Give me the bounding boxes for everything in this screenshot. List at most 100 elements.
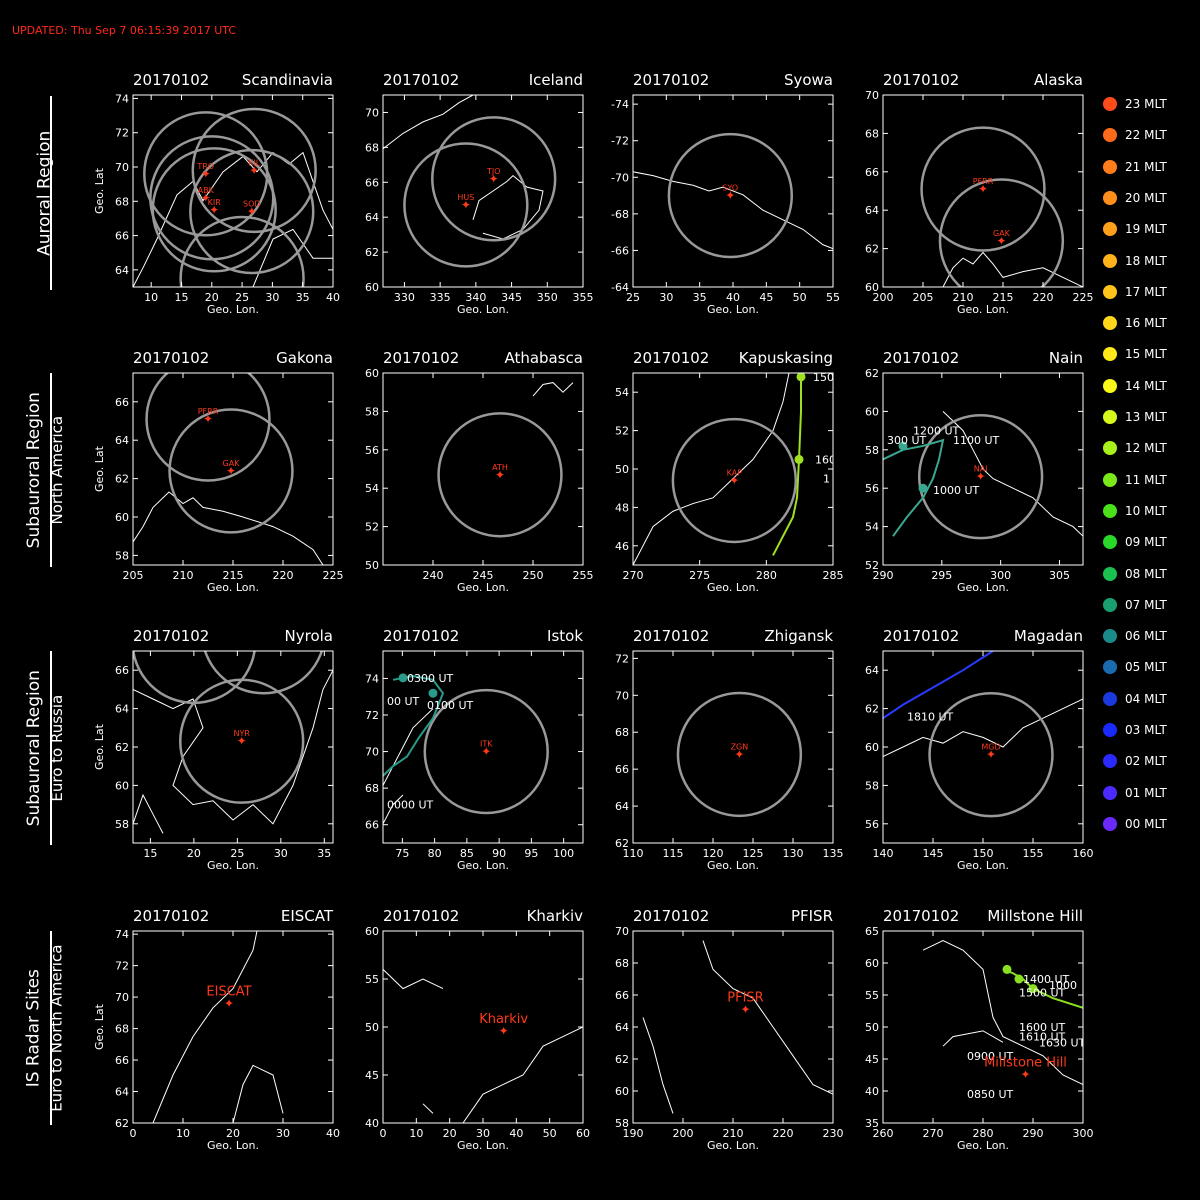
- legend-label: 12 MLT: [1125, 441, 1167, 456]
- station-label: MGD: [981, 743, 1000, 752]
- panel-date: 20170102: [883, 907, 959, 925]
- track-time-label: 0300 UT: [407, 672, 454, 685]
- legend-dot-icon: [1103, 159, 1117, 174]
- legend-label: 00 MLT: [1125, 816, 1167, 831]
- panel-date: 20170102: [383, 907, 459, 925]
- legend-item: 08 MLT: [1098, 564, 1167, 584]
- legend-label: 10 MLT: [1125, 503, 1167, 518]
- oval-track: [772, 373, 802, 556]
- y-tick-label: 45: [365, 1069, 379, 1082]
- station-label: ABK: [198, 186, 215, 195]
- y-tick-label: 66: [115, 230, 129, 243]
- station-marker-icon: ✦: [740, 1002, 750, 1016]
- y-tick-label: 68: [115, 195, 129, 208]
- legend-label: 17 MLT: [1125, 284, 1167, 299]
- y-tick-label: 64: [865, 664, 879, 677]
- y-tick-label: 64: [115, 434, 129, 447]
- x-tick-label: 50: [793, 291, 807, 304]
- coverage-circle: [671, 417, 798, 544]
- panel-date: 20170102: [133, 907, 209, 925]
- legend-dot-icon: [1103, 535, 1117, 550]
- legend-label: 06 MLT: [1125, 629, 1167, 644]
- legend-label: 22 MLT: [1125, 128, 1167, 143]
- y-tick-label: 56: [865, 482, 879, 495]
- panel-title: Iceland: [529, 71, 583, 89]
- coastline: [232, 1064, 284, 1123]
- panel-date: 20170102: [633, 71, 709, 89]
- track-point: [428, 688, 438, 698]
- station-label: PFRR: [973, 177, 994, 186]
- panel-content: ✦PFRR✦GAK: [133, 373, 324, 565]
- panel-date: 20170102: [383, 71, 459, 89]
- legend-item: 13 MLT: [1098, 407, 1167, 427]
- y-tick-label: 60: [365, 281, 379, 294]
- y-tick-label: -66: [611, 244, 629, 257]
- legend-item: 16 MLT: [1098, 313, 1167, 333]
- x-tick-label: 30: [274, 847, 288, 860]
- coverage-circle: [437, 412, 563, 538]
- y-tick-label: 64: [365, 211, 379, 224]
- panel-content: ✦ZGN: [676, 691, 803, 818]
- oval-track: [1002, 968, 1083, 1009]
- y-tick-label: 68: [615, 726, 629, 739]
- x-tick-label: 275: [689, 569, 710, 582]
- x-tick-label: 335: [430, 291, 451, 304]
- x-tick-label: 295: [931, 569, 952, 582]
- x-tick-label: 135: [823, 847, 844, 860]
- y-tick-label: 70: [365, 746, 379, 759]
- station-label: ATH: [492, 463, 508, 472]
- y-tick-label: 66: [615, 763, 629, 776]
- legend-dot-icon: [1103, 691, 1117, 706]
- station-label: Kharkiv: [479, 1012, 528, 1027]
- track-time-label: 0850 UT: [967, 1088, 1014, 1101]
- legend-dot-icon: [1103, 566, 1117, 581]
- y-tick-label: 58: [115, 549, 129, 562]
- y-tick-label: 68: [365, 141, 379, 154]
- oval-track: [383, 674, 445, 777]
- station-label: NAI: [974, 465, 988, 474]
- track-time-label: 1600 UT: [1019, 1021, 1066, 1034]
- coverage-circle: [179, 215, 305, 287]
- y-tick-label: 62: [615, 1053, 629, 1066]
- legend-item: 02 MLT: [1098, 751, 1167, 771]
- y-tick-label: 62: [615, 837, 629, 850]
- legend-label: 19 MLT: [1125, 222, 1167, 237]
- station-label: SYO: [722, 184, 738, 193]
- legend-dot-icon: [1103, 723, 1117, 737]
- track-time-label: 1630 UT: [1039, 1036, 1086, 1049]
- x-tick-label: 15: [174, 291, 188, 304]
- station-marker-icon: ✦: [986, 748, 996, 762]
- panel-date: 20170102: [633, 349, 709, 367]
- x-tick-label: 40: [326, 291, 340, 304]
- panel-date: 20170102: [383, 349, 459, 367]
- map-panel-istok: 0300 UT 00 UT 0100 UT 0000 UT ✦ITK 75 80 85 90 95…: [365, 627, 584, 872]
- track-point: [898, 441, 908, 451]
- y-tick-label: -72: [611, 135, 629, 148]
- x-tick-label: 340: [465, 291, 486, 304]
- y-tick-label: 56: [365, 444, 379, 457]
- x-tick-label: 355: [573, 291, 594, 304]
- panel-title: Magadan: [1014, 627, 1083, 645]
- x-tick-label: 25: [626, 291, 640, 304]
- coverage-circle: [676, 691, 803, 818]
- y-tick-label: 52: [865, 559, 879, 572]
- station-marker-icon: ✦: [489, 172, 499, 186]
- panel-title: PFISR: [791, 907, 833, 925]
- y-tick-label: 60: [865, 405, 879, 418]
- track-time-label: 0900 UT: [967, 1050, 1014, 1063]
- y-tick-label: 62: [115, 473, 129, 486]
- legend-dot-icon: [1103, 378, 1117, 393]
- x-tick-label: 190: [623, 1127, 644, 1140]
- y-tick-label: 60: [365, 367, 379, 380]
- station-marker-icon: ✦: [978, 182, 988, 196]
- track-point: [1014, 974, 1024, 984]
- x-tick-label: 15: [143, 847, 157, 860]
- panel-content: 150 160 1 ✦KAP: [633, 373, 833, 565]
- y-tick-label: 64: [865, 204, 879, 217]
- track-time-label: 00 UT: [387, 695, 420, 708]
- track-time-label: 1: [823, 473, 830, 486]
